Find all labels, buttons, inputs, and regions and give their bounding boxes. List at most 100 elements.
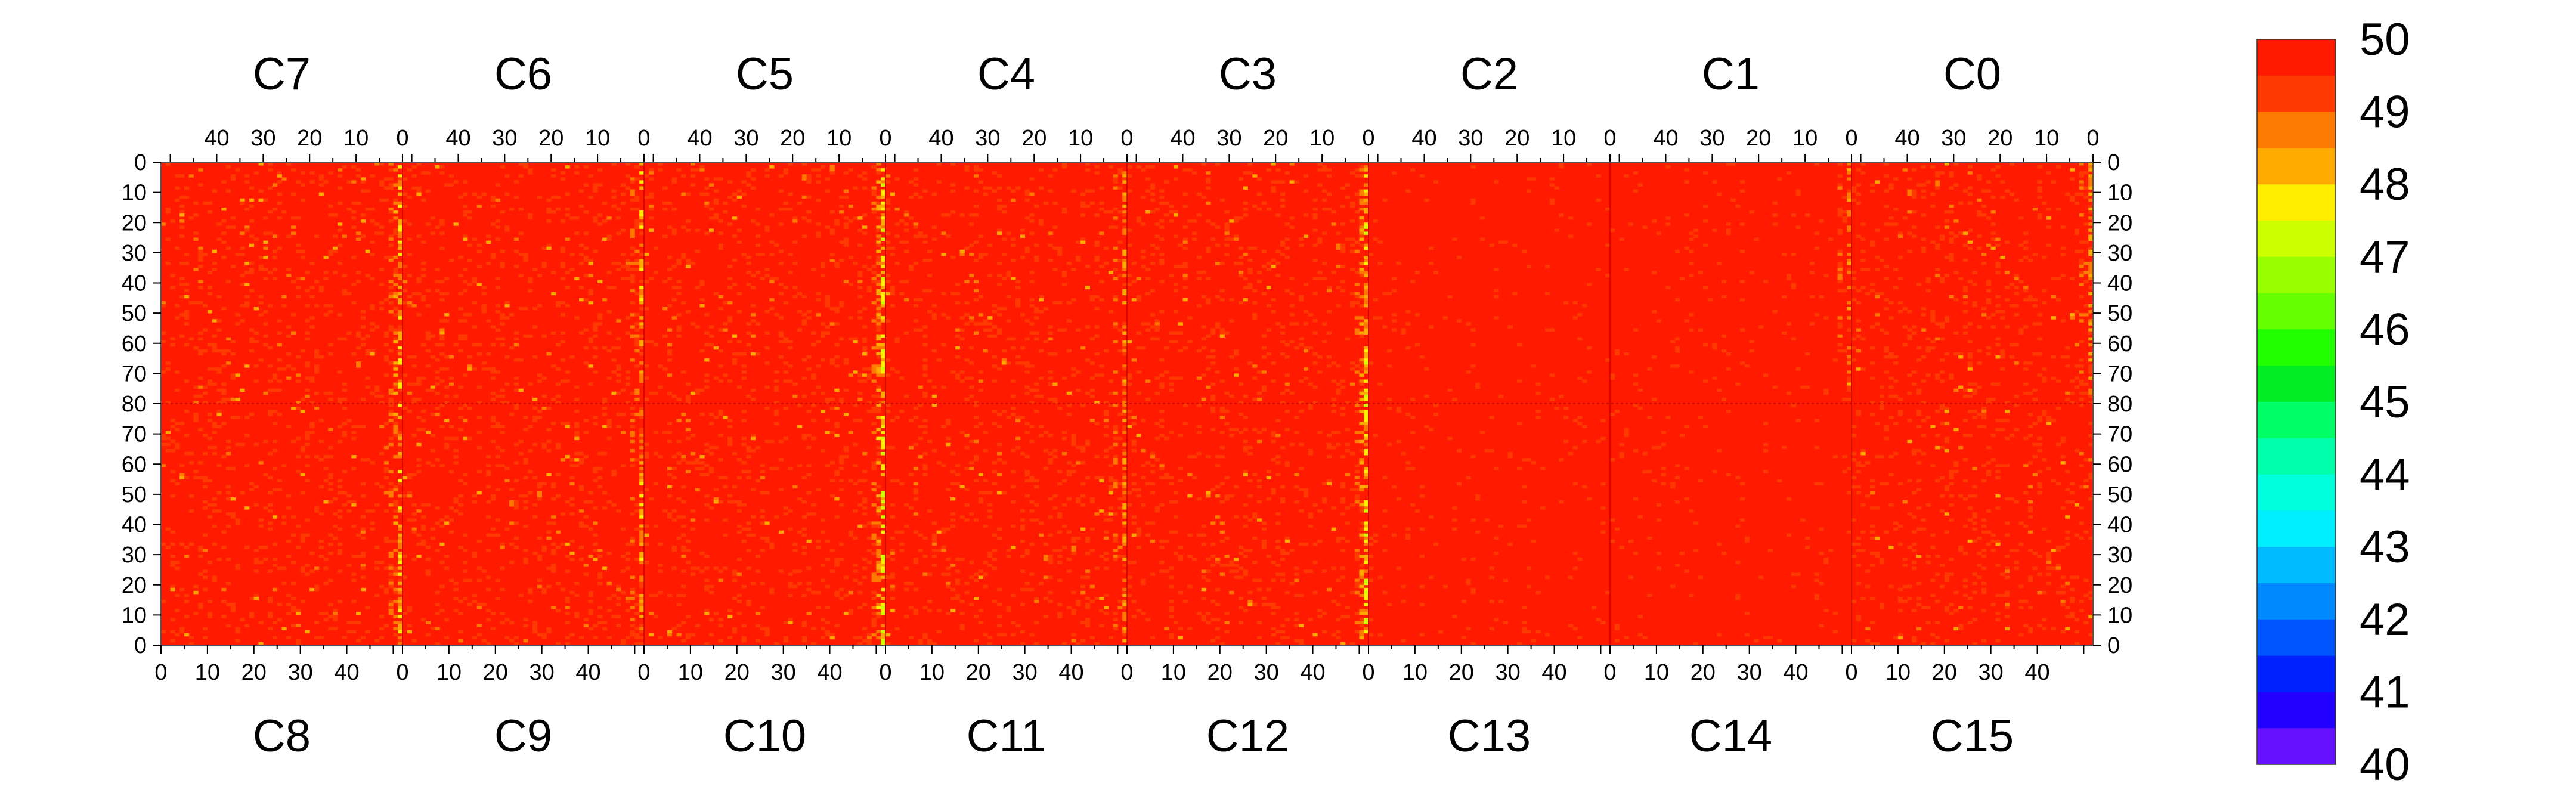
heatmap-cell <box>574 458 580 462</box>
heatmap-cell <box>1944 255 1949 259</box>
heatmap-cell <box>541 376 547 380</box>
heatmap-cell <box>881 400 886 404</box>
heatmap-cell <box>393 313 398 317</box>
heatmap-cell <box>528 600 533 603</box>
heatmap-cell <box>235 630 240 634</box>
heatmap-cell <box>398 222 403 226</box>
heatmap-cell <box>927 310 933 314</box>
heatmap-cell <box>1377 240 1383 244</box>
heatmap-cell <box>1749 349 1754 353</box>
heatmap-cell <box>467 243 473 247</box>
heatmap-cell <box>300 410 305 413</box>
heatmap-cell <box>1860 337 1866 341</box>
heatmap-cell <box>583 500 589 504</box>
heatmap-cell <box>1730 198 1736 202</box>
heatmap-cell <box>314 391 320 395</box>
heatmap-cell <box>537 274 543 277</box>
heatmap-cell <box>528 587 533 592</box>
heatmap-cell <box>996 207 1002 211</box>
heatmap-cell <box>630 301 635 305</box>
heatmap-cell <box>370 304 375 308</box>
heatmap-cell <box>876 352 881 356</box>
heatmap-cell <box>1052 400 1058 404</box>
heatmap-cell <box>1257 192 1262 196</box>
heatmap-cell <box>1939 322 1945 326</box>
heatmap-cell <box>1373 219 1378 223</box>
heatmap-cell <box>862 325 868 329</box>
heatmap-cell <box>686 394 691 398</box>
heatmap-cell <box>175 428 180 431</box>
heatmap-cell <box>281 464 287 467</box>
heatmap-cell <box>1977 210 1982 214</box>
heatmap-cell <box>918 234 923 238</box>
heatmap-cell <box>277 343 282 347</box>
heatmap-cell <box>992 171 998 175</box>
heatmap-cell <box>388 325 394 329</box>
heatmap-cell <box>955 346 961 350</box>
heatmap-cell <box>1349 304 1355 308</box>
heatmap-cell <box>1772 201 1778 205</box>
heatmap-cell <box>746 527 751 531</box>
heatmap-cell <box>1113 370 1118 374</box>
heatmap-cell <box>328 533 333 537</box>
heatmap-cell <box>1243 171 1248 175</box>
heatmap-cell <box>179 313 185 317</box>
heatmap-cell <box>1754 237 1759 242</box>
heatmap-cell <box>658 455 663 459</box>
heatmap-cell <box>621 277 626 280</box>
heatmap-cell <box>704 204 710 208</box>
heatmap-cell <box>216 425 222 428</box>
heatmap-cell <box>490 612 496 615</box>
heatmap-cell <box>2079 295 2084 299</box>
heatmap-cell <box>253 549 259 552</box>
heatmap-cell <box>509 521 515 525</box>
heatmap-cell <box>686 428 691 431</box>
heatmap-cell <box>509 413 515 416</box>
heatmap-cell <box>1122 382 1128 386</box>
heatmap-cell <box>1150 243 1156 247</box>
heatmap-cell <box>886 240 891 244</box>
heatmap-cell <box>184 555 190 558</box>
heatmap-cell <box>1061 207 1067 211</box>
heatmap-cell <box>1897 234 1903 238</box>
heatmap-cell <box>616 231 621 235</box>
heatmap-cell <box>866 255 872 259</box>
heatmap-cell <box>240 388 245 392</box>
heatmap-cell <box>1587 162 1592 166</box>
heatmap-cell <box>606 271 612 274</box>
heatmap-cell <box>411 473 417 476</box>
heatmap-cell <box>634 458 640 462</box>
heatmap-cell <box>625 636 631 640</box>
heatmap-cell <box>318 612 324 615</box>
heatmap-cell <box>393 521 398 525</box>
heatmap-cell <box>509 488 515 492</box>
heatmap-cell <box>560 587 565 592</box>
heatmap-cell <box>1847 189 1852 193</box>
heatmap-cell <box>398 252 403 256</box>
heatmap-cell <box>226 349 231 353</box>
heatmap-cell <box>305 394 310 398</box>
heatmap-cell <box>537 555 543 558</box>
heatmap-cell <box>820 322 826 326</box>
heatmap-cell <box>351 455 357 459</box>
heatmap-cell <box>565 370 570 374</box>
heatmap-cell <box>1401 331 1406 335</box>
heatmap-cell <box>667 358 673 362</box>
heatmap-cell <box>1912 325 1917 329</box>
heatmap-cell <box>1897 397 1903 401</box>
heatmap-cell <box>1089 295 1095 299</box>
heatmap-cell <box>764 168 770 172</box>
heatmap-cell <box>411 364 417 368</box>
heatmap-cell <box>356 555 361 558</box>
heatmap-cell <box>2042 379 2047 383</box>
heatmap-cell <box>314 636 320 640</box>
heatmap-cell <box>801 195 807 199</box>
heatmap-cell <box>1967 246 1973 250</box>
heatmap-cell <box>277 603 282 606</box>
heatmap-cell <box>764 174 770 178</box>
heatmap-cell <box>226 624 231 628</box>
heatmap-cell <box>1210 222 1216 226</box>
heatmap-cell <box>1967 364 1973 368</box>
heatmap-cell <box>950 370 956 374</box>
heatmap-cell <box>495 422 500 425</box>
